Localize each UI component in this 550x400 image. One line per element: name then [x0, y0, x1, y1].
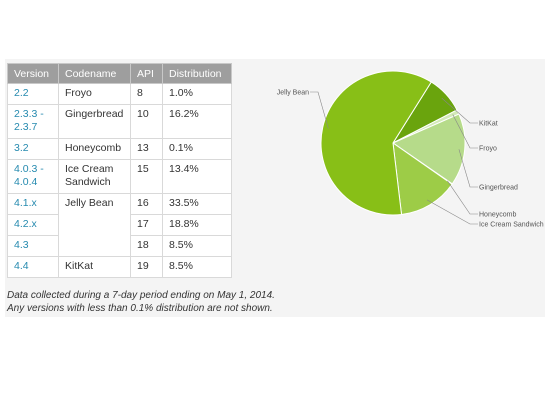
leader-line-froyo	[452, 114, 478, 149]
version-cell[interactable]: 3.2	[7, 138, 59, 160]
version-cell[interactable]: 4.2.x	[7, 214, 59, 236]
codename-cell: KitKat	[58, 256, 131, 278]
header-api: API	[130, 63, 163, 84]
version-link[interactable]: 4.1.x	[14, 197, 37, 209]
table-header-row: Version Codename API Distribution	[7, 63, 232, 84]
distribution-cell: 8.5%	[162, 235, 232, 257]
pie-label-kitkat: KitKat	[479, 121, 498, 128]
pie-slice-gingerbread	[391, 113, 466, 185]
codename-cell: Ice Cream Sandwich	[58, 159, 131, 194]
table-row: 2.3.3 - 2.3.7 Gingerbread 10 16.2%	[7, 104, 232, 139]
distribution-cell: 33.5%	[162, 193, 232, 215]
version-link[interactable]: 4.4	[14, 260, 29, 272]
pie-slice-jelly-bean	[320, 70, 432, 216]
version-link[interactable]: 4.2.x	[14, 218, 37, 230]
distribution-cell: 8.5%	[162, 256, 232, 278]
footnote: Data collected during a 7-day period end…	[7, 289, 275, 315]
version-link[interactable]: 3.2	[14, 142, 29, 154]
leader-line-jelly-bean	[310, 91, 329, 129]
pie-slice-ice-cream-sandwich	[392, 141, 453, 216]
leader-line-gingerbread	[458, 149, 478, 188]
pie-label-gingerbread: Gingerbread	[479, 185, 518, 192]
version-link[interactable]: 4.0.3 - 4.0.4	[14, 163, 44, 188]
leader-line-honeycomb	[447, 180, 478, 215]
version-link[interactable]: 4.3	[14, 239, 29, 251]
table-row: 4.3 18 8.5%	[7, 235, 232, 257]
header-codename: Codename	[58, 63, 131, 84]
version-link[interactable]: 2.2	[14, 87, 29, 99]
footnote-line: Any versions with less than 0.1% distrib…	[7, 303, 273, 314]
codename-cell: Honeycomb	[58, 138, 131, 160]
pie-label-honeycomb: Honeycomb	[479, 212, 516, 219]
leader-line-kitkat	[441, 97, 478, 124]
distribution-table: Version Codename API Distribution 2.2 Fr…	[7, 63, 232, 278]
version-link[interactable]: 2.3.3 - 2.3.7	[14, 108, 44, 133]
version-cell[interactable]: 4.0.3 - 4.0.4	[7, 159, 59, 194]
codename-cell: Jelly Bean	[58, 193, 131, 257]
pie-label-ice-cream-sandwich: Ice Cream Sandwich	[479, 222, 544, 229]
pie-label-froyo: Froyo	[479, 146, 497, 153]
table-row: 4.4 KitKat 19 8.5%	[7, 256, 232, 278]
api-cell: 19	[130, 256, 163, 278]
leader-line-ice-cream-sandwich	[426, 199, 478, 225]
table-row: 4.0.3 - 4.0.4 Ice Cream Sandwich 15 13.4…	[7, 159, 232, 194]
table-row: 4.2.x 17 18.8%	[7, 214, 232, 236]
footnote-line: Data collected during a 7-day period end…	[7, 290, 275, 301]
header-distribution: Distribution	[162, 63, 232, 84]
pie-label-jelly-bean: Jelly Bean	[277, 90, 309, 97]
codename-cell: Gingerbread	[58, 104, 131, 139]
